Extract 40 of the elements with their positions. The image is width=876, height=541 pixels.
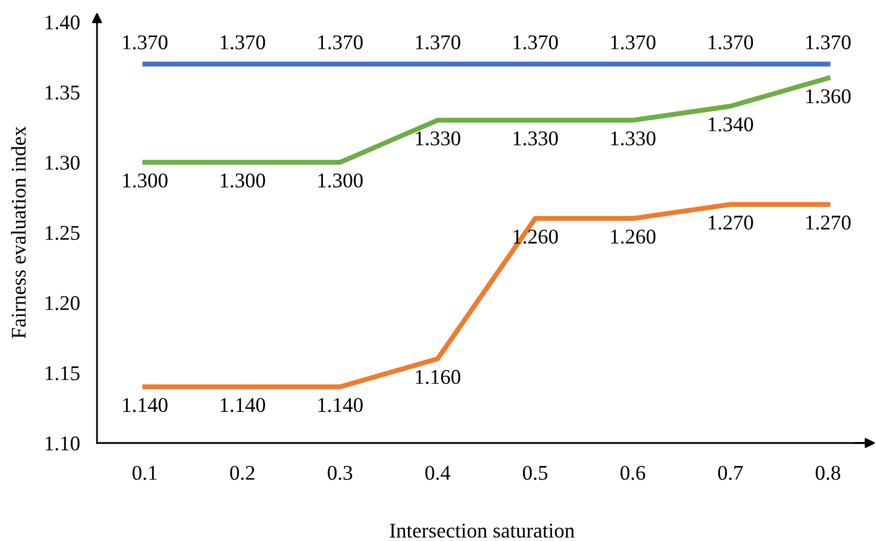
y-tick-label: 1.30 [46,156,80,170]
x-tick-label: 0.8 [816,466,840,480]
data-label: 1.300 [220,173,266,188]
data-label: 1.330 [514,131,558,146]
x-tick-label: 0.5 [522,466,548,480]
data-label: 1.370 [708,35,754,50]
x-tick-label: 0.2 [230,466,254,480]
x-tick-label: 0.6 [620,466,646,480]
y-tick-label: 1.15 [46,366,80,380]
data-label: 1.370 [220,35,266,50]
data-label: 1.140 [318,398,363,412]
x-tick-label: 0.3 [328,466,352,480]
data-label: 1.370 [123,35,168,50]
y-tick-label: 1.25 [46,226,80,240]
data-label: 1.270 [806,216,851,230]
x-tick-label: 0.4 [425,466,450,480]
y-tick-label: 1.20 [46,296,80,310]
y-tick-label: 1.35 [46,86,80,100]
x-tick-label: 0.7 [718,466,743,480]
data-label: 1.370 [611,35,656,50]
y-tick-label: 1.10 [46,436,80,451]
data-label: 1.300 [318,173,363,188]
data-label: 1.370 [416,35,460,50]
data-label: 1.370 [806,35,851,50]
y-tick-label: 1.40 [46,15,80,30]
data-label: 1.140 [123,398,168,412]
data-label: 1.270 [708,216,754,230]
data-label: 1.370 [514,35,558,50]
data-label: 1.300 [123,173,168,188]
data-label: 1.360 [806,89,851,104]
x-axis-title: Intersection saturation [390,524,575,538]
data-label: 1.340 [708,117,754,132]
data-label: 1.330 [611,131,656,146]
data-label: 1.260 [611,230,656,244]
data-label: 1.140 [220,398,266,412]
data-label: 1.330 [416,131,460,146]
data-label: 1.160 [416,370,460,384]
x-tick-label: 0.1 [132,466,157,480]
data-label: 1.370 [318,35,363,50]
y-axis-title: Fairness evaluation index [11,126,26,338]
